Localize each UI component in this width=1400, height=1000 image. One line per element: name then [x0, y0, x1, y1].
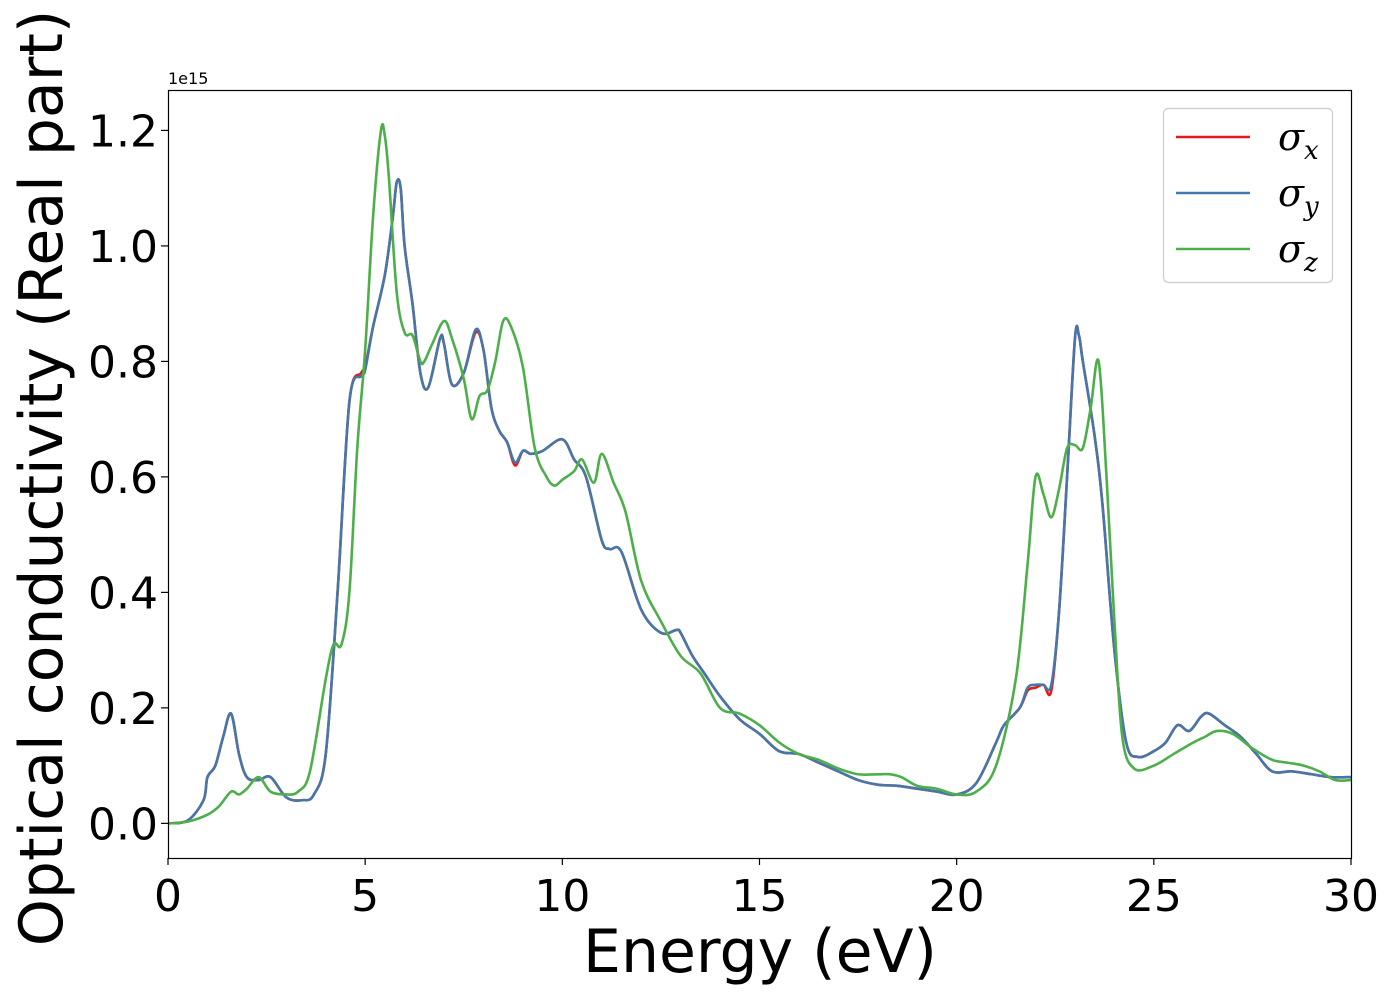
x-tick-label: 0: [154, 871, 182, 922]
y-axis-ticks: 0.0 0.2 0.4 0.6 0.8 1.0 1.2: [88, 106, 168, 850]
x-tick-label: 5: [351, 871, 379, 922]
y-axis-label: Optical conductivity (Real part): [7, 10, 77, 947]
x-tick-label: 20: [929, 871, 985, 922]
y-tick-label: 0.8: [88, 337, 158, 388]
y-axis-offset-label: 1e15: [168, 69, 208, 88]
x-tick-label: 30: [1323, 871, 1379, 922]
x-tick-label: 25: [1126, 871, 1182, 922]
x-axis-label: Energy (eV): [583, 917, 937, 987]
legend-label-z: σz: [1278, 227, 1318, 278]
x-axis-ticks: 0 5 10 15 20 25 30: [154, 858, 1379, 922]
x-tick-label: 15: [732, 871, 788, 922]
y-tick-label: 1.0: [88, 222, 158, 273]
y-tick-label: 1.2: [88, 106, 158, 157]
legend-label-y: σy: [1278, 171, 1319, 222]
legend-label-x: σx: [1278, 115, 1319, 166]
y-tick-label: 0.6: [88, 453, 158, 504]
y-tick-label: 0.4: [88, 568, 158, 619]
legend-frame: [1162, 107, 1334, 284]
x-tick-label: 10: [534, 871, 590, 922]
y-tick-label: 0.0: [88, 799, 158, 850]
series-line-z: [168, 122, 1351, 825]
y-tick-label: 0.2: [88, 684, 158, 735]
series-line-y: [168, 178, 1351, 825]
series-layer: [168, 122, 1351, 825]
